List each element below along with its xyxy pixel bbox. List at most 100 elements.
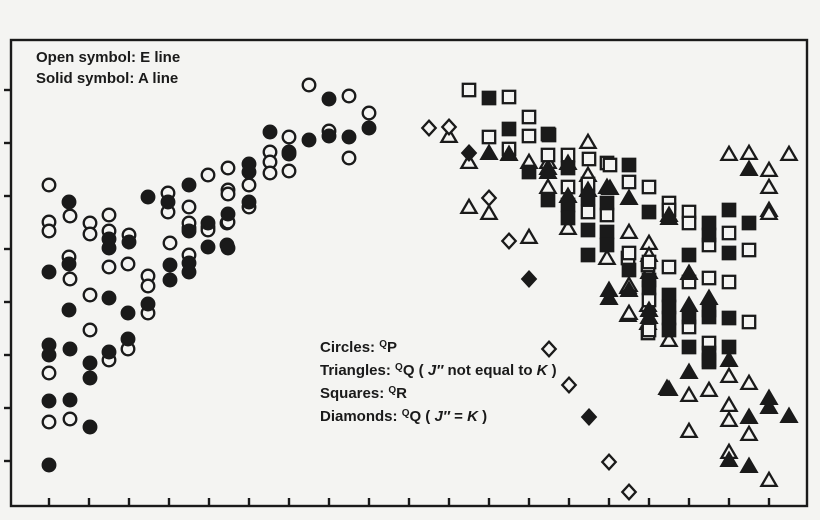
marker-open-circle [41, 414, 57, 430]
marker-solid-triangle [719, 450, 739, 468]
marker-solid-circle [262, 124, 278, 140]
marker-solid-triangle [639, 307, 659, 325]
marker-open-triangle [459, 197, 479, 215]
marker-open-triangle [719, 366, 739, 384]
marker-open-circle [101, 207, 117, 223]
marker-solid-circle [341, 129, 357, 145]
marker-solid-circle [41, 264, 57, 280]
marker-solid-circle [82, 419, 98, 435]
marker-solid-triangle [719, 350, 739, 368]
marker-solid-square [560, 197, 576, 213]
marker-solid-square [721, 310, 737, 326]
marker-solid-circle [82, 355, 98, 371]
marker-solid-square [661, 310, 677, 326]
marker-open-square [721, 225, 737, 241]
plot-border [9, 38, 809, 508]
marker-solid-square [721, 339, 737, 355]
marker-open-circle [82, 226, 98, 242]
marker-solid-square [580, 222, 596, 238]
marker-solid-triangle [619, 280, 639, 298]
marker-open-diamond [560, 375, 578, 395]
marker-open-circle [301, 77, 317, 93]
marker-open-triangle [699, 380, 719, 398]
marker-open-triangle [759, 177, 779, 195]
marker-open-circle [281, 129, 297, 145]
marker-open-triangle [759, 203, 779, 221]
marker-solid-square [661, 322, 677, 338]
superscript-Q: Q [388, 385, 397, 396]
marker-solid-square [599, 224, 615, 240]
legend-text-run: P [386, 339, 397, 356]
marker-open-square [741, 314, 757, 330]
marker-open-circle [220, 186, 236, 202]
marker-solid-circle [160, 194, 176, 210]
marker-solid-circle [181, 223, 197, 239]
marker-open-square [580, 204, 596, 220]
marker-solid-triangle [619, 188, 639, 206]
marker-solid-circle [101, 344, 117, 360]
marker-open-triangle [519, 227, 539, 245]
marker-solid-circle [120, 305, 136, 321]
marker-solid-circle [220, 206, 236, 222]
marker-open-circle [41, 365, 57, 381]
marker-solid-circle [140, 189, 156, 205]
legend-text-run: = [450, 408, 468, 425]
marker-solid-circle [162, 272, 178, 288]
marker-solid-square [580, 190, 596, 206]
legend-text-run: Diamonds: [320, 408, 402, 425]
marker-solid-circle [120, 331, 136, 347]
marker-solid-triangle [679, 362, 699, 380]
marker-solid-square [580, 247, 596, 263]
branch-legend-line: Diamonds: QQ ( J″ = K ) [320, 406, 557, 429]
marker-open-triangle [719, 395, 739, 413]
marker-open-triangle [719, 144, 739, 162]
marker-solid-circle [140, 296, 156, 312]
marker-solid-triangle [679, 295, 699, 313]
marker-open-diamond [600, 452, 618, 472]
marker-open-circle [62, 411, 78, 427]
marker-open-square [621, 174, 637, 190]
marker-open-circle [220, 160, 236, 176]
marker-solid-circle [41, 393, 57, 409]
marker-solid-square [701, 227, 717, 243]
marker-open-square [681, 215, 697, 231]
legend-text-run: Circles: [320, 339, 380, 356]
marker-open-circle [181, 199, 197, 215]
marker-open-square [741, 242, 757, 258]
marker-solid-square [701, 354, 717, 370]
marker-solid-square [721, 245, 737, 261]
marker-solid-square [721, 202, 737, 218]
marker-solid-square [521, 164, 537, 180]
marker-solid-triangle [739, 407, 759, 425]
marker-open-square [481, 129, 497, 145]
marker-solid-triangle [679, 263, 699, 281]
marker-open-triangle [659, 330, 679, 348]
marker-open-triangle [597, 248, 617, 266]
marker-open-triangle [479, 203, 499, 221]
marker-open-triangle [739, 143, 759, 161]
symbol-fill-legend: Open symbol: E line Solid symbol: A line [36, 47, 180, 89]
marker-solid-square [681, 309, 697, 325]
marker-solid-square [501, 121, 517, 137]
marker-solid-square [621, 157, 637, 173]
marker-open-circle [200, 167, 216, 183]
marker-solid-square [560, 210, 576, 226]
marker-open-triangle [619, 222, 639, 240]
marker-open-square [521, 128, 537, 144]
marker-solid-triangle [659, 208, 679, 226]
marker-open-square [599, 207, 615, 223]
marker-solid-circle [181, 264, 197, 280]
marker-solid-circle [361, 120, 377, 136]
marker-solid-square [641, 204, 657, 220]
marker-open-square [602, 157, 618, 173]
legend-text-run: ) [477, 408, 488, 425]
marker-open-diamond [620, 482, 638, 502]
marker-open-diamond [440, 117, 458, 137]
legend-text-run: not equal to [443, 362, 537, 379]
marker-solid-square [681, 339, 697, 355]
marker-solid-square [621, 262, 637, 278]
marker-open-square [540, 147, 556, 163]
superscript-Q: Q [395, 362, 403, 373]
marker-open-circle [162, 235, 178, 251]
marker-open-triangle [558, 218, 578, 236]
